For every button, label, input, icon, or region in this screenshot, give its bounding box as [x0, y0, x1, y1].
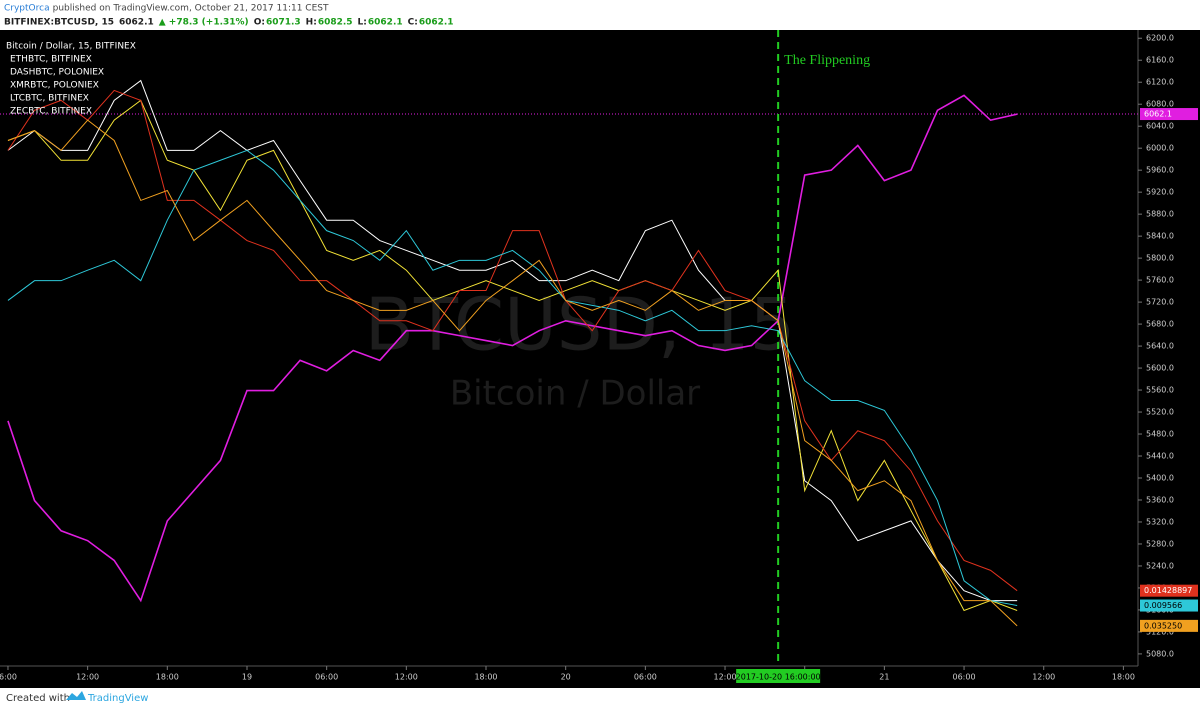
y-tick-label: 6040.0 [1146, 122, 1174, 131]
quote-part: L: [358, 18, 367, 28]
y-tick-label: 5400.0 [1146, 474, 1174, 483]
quote-part: 6062.1 [368, 18, 403, 28]
legend-entry: ETHBTC, BITFINEX [10, 55, 92, 65]
x-tick-label: 12:00 [395, 673, 418, 682]
y-tick-label: 6000.0 [1146, 144, 1174, 153]
y-tick-label: 6080.0 [1146, 100, 1174, 109]
price-badge-label: 0.035250 [1144, 621, 1182, 630]
x-tick-label: 18:00 [1112, 673, 1135, 682]
y-tick-label: 5760.0 [1146, 276, 1174, 285]
quote-part: 6062.1 [419, 18, 454, 28]
chart-bg [0, 30, 1200, 688]
x-tick-label: 06:00 [634, 673, 657, 682]
y-tick-label: 5280.0 [1146, 539, 1174, 548]
x-tick-label: 18:00 [474, 673, 497, 682]
quote-part: O: [254, 18, 265, 28]
legend-entry: ZECBTC, BITFINEX [10, 107, 92, 117]
legend-entry: XMRBTC, POLONIEX [10, 81, 99, 91]
legend-title: Bitcoin / Dollar, 15, BITFINEX [6, 42, 136, 52]
y-tick-label: 5320.0 [1146, 517, 1174, 526]
price-badge [1140, 584, 1198, 597]
x-tick-label: 06:00 [953, 673, 976, 682]
footer-bg [0, 688, 1200, 710]
series-line [7, 149, 1018, 607]
y-tick-label: 6160.0 [1146, 56, 1174, 65]
x-tick-label: 12:00 [76, 673, 99, 682]
y-tick-label: 5360.0 [1146, 495, 1174, 504]
footer-brand[interactable]: TradingView [87, 693, 148, 704]
legend-entry: LTCBTC, BITFINEX [10, 94, 89, 104]
watermark: Bitcoin / Dollar [450, 374, 700, 414]
published: published on TradingView.com, October 21… [53, 4, 329, 14]
legend-entry: DASHBTC, POLONIEX [10, 68, 104, 78]
series-line [7, 79, 1018, 602]
header-bg [0, 0, 1200, 30]
author[interactable]: CryptOrca [4, 4, 50, 14]
x-tick-label: 18:00 [156, 673, 179, 682]
quote-part: H: [306, 18, 317, 28]
y-tick-label: 5520.0 [1146, 408, 1174, 417]
y-tick-label: 5960.0 [1146, 166, 1174, 175]
y-tick-label: 6120.0 [1146, 78, 1174, 87]
x-tick-label: 12:00 [713, 673, 736, 682]
quote-part: 6062.1 [119, 18, 154, 28]
y-tick-label: 5440.0 [1146, 452, 1174, 461]
x-tick-label: 6:00 [0, 673, 17, 682]
x-tick-label: 21 [879, 673, 889, 682]
watermark: BTCUSD, 15 [365, 283, 796, 367]
quote-part: BITFINEX:BTCUSD, 15 [4, 18, 114, 28]
y-tick-label: 5920.0 [1146, 188, 1174, 197]
quote-part: 6082.5 [318, 18, 353, 28]
x-tick-label: 20 [561, 673, 571, 682]
event-label: The Flippening [784, 53, 870, 68]
quote-part: C: [408, 18, 418, 28]
y-tick-label: 5640.0 [1146, 342, 1174, 351]
series-line [7, 119, 1018, 627]
time-badge [736, 669, 821, 683]
price-badge-label: 6062.1 [1144, 110, 1172, 119]
y-tick-label: 5120.0 [1146, 627, 1174, 636]
logo [66, 691, 86, 700]
quote-part: 6071.3 [266, 18, 301, 28]
series-line [7, 89, 1018, 592]
y-tick-label: 5080.0 [1146, 649, 1174, 658]
x-tick-label: 06:00 [315, 673, 338, 682]
x-tick-label: 19 [242, 673, 252, 682]
series-line [7, 94, 1018, 603]
price-badge [1140, 599, 1198, 612]
y-tick-label: 5880.0 [1146, 210, 1174, 219]
y-tick-label: 5480.0 [1146, 430, 1174, 439]
y-tick-label: 5800.0 [1146, 254, 1174, 263]
series-line [7, 99, 1018, 612]
time-badge-label: 2017-10-20 16:00:00 [736, 673, 821, 682]
price-badge [1140, 108, 1198, 121]
y-tick-label: 5600.0 [1146, 364, 1174, 373]
y-tick-label: 5240.0 [1146, 561, 1174, 570]
y-tick-label: 5840.0 [1146, 232, 1174, 241]
y-tick-label: 5720.0 [1146, 298, 1174, 307]
x-tick-label: 12:00 [1032, 673, 1055, 682]
y-tick-label: 6200.0 [1146, 34, 1174, 43]
price-badge [1140, 619, 1198, 632]
price-badge-label: 0.01428897 [1144, 586, 1192, 595]
footer-text: Created with [6, 693, 70, 704]
y-tick-label: 5560.0 [1146, 386, 1174, 395]
y-tick-label: 5680.0 [1146, 320, 1174, 329]
price-badge-label: 0.009566 [1144, 601, 1182, 610]
quote-part: ▲ +78.3 (+1.31%) [159, 18, 249, 28]
